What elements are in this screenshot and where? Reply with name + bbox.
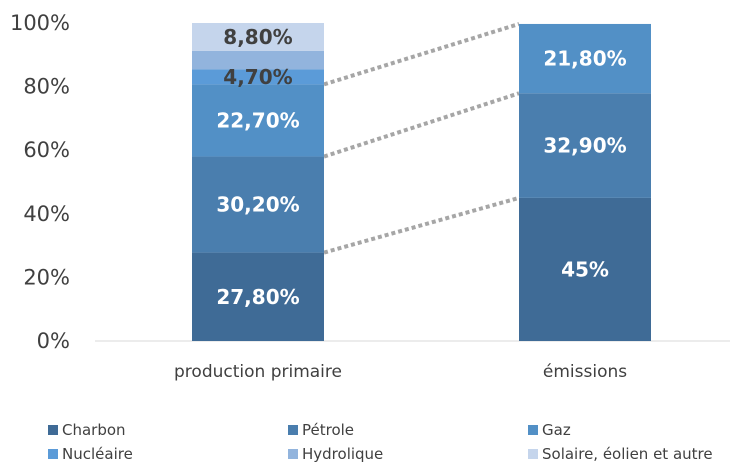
y-tick-label: 0% — [37, 329, 70, 353]
legend-label: Charbon — [62, 421, 126, 439]
y-axis: 0% 20% 40% 60% 80% 100% — [10, 11, 70, 353]
y-tick-label: 80% — [23, 75, 70, 99]
bar-segment — [519, 93, 651, 198]
legend-swatch — [288, 449, 298, 459]
connector-line — [323, 22, 520, 87]
data-label: 30,20% — [216, 193, 299, 217]
legend-swatch — [48, 449, 58, 459]
data-labels: 27,80% 30,20% 22,70% 4,70% 8,80% 45% 32,90% 21,… — [216, 25, 626, 309]
legend-item: Nucléaire — [48, 445, 133, 463]
y-tick-label: 100% — [10, 11, 70, 35]
legend-item: Hydrolique — [288, 445, 383, 463]
x-tick-label: production primaire — [174, 362, 342, 382]
data-label: 45% — [561, 257, 609, 281]
bar-segment — [519, 23, 651, 94]
bar-segment — [192, 84, 324, 157]
legend-label: Hydrolique — [302, 445, 384, 463]
legend: Charbon Pétrole Gaz Nucléaire Hydrolique Sola… — [48, 421, 728, 467]
legend-swatch — [528, 425, 538, 435]
bar-segment — [519, 197, 651, 341]
stacked-bar-chart: 0% 20% 40% 60% 80% 100% 27,80% 30,20% 22,70% 4,7… — [10, 11, 730, 382]
legend-item: Gaz — [528, 421, 571, 439]
legend-item: Pétrole — [288, 421, 354, 439]
legend-label: Nucléaire — [62, 445, 133, 463]
data-label: 4,70% — [223, 65, 292, 89]
data-label: 21,80% — [543, 47, 626, 71]
legend-swatch — [288, 425, 298, 435]
y-tick-label: 40% — [23, 202, 70, 226]
connector-line — [323, 91, 520, 159]
data-label: 8,80% — [223, 25, 292, 49]
x-axis: production primaire émissions — [174, 362, 627, 382]
data-label: 32,90% — [543, 134, 626, 158]
bar-segment — [192, 69, 324, 85]
legend-label: Solaire, éolien et autre — [542, 445, 713, 463]
bar-segment — [192, 156, 324, 253]
legend-swatch — [48, 425, 58, 435]
data-label: 22,70% — [216, 108, 299, 132]
legend-item: Solaire, éolien et autre — [528, 445, 713, 463]
data-label: 27,80% — [216, 285, 299, 309]
y-tick-label: 60% — [23, 138, 70, 162]
bar-segment — [192, 50, 324, 70]
bar-segment — [192, 23, 324, 51]
legend-swatch — [528, 449, 538, 459]
legend-label: Pétrole — [302, 421, 355, 439]
y-tick-label: 20% — [23, 265, 70, 289]
legend-item: Charbon — [48, 421, 126, 439]
x-tick-label: émissions — [543, 362, 627, 382]
bars — [192, 23, 651, 341]
connector-line — [323, 195, 520, 255]
bar-segment — [192, 252, 324, 341]
legend-label: Gaz — [542, 421, 571, 439]
connector-lines — [323, 22, 520, 255]
